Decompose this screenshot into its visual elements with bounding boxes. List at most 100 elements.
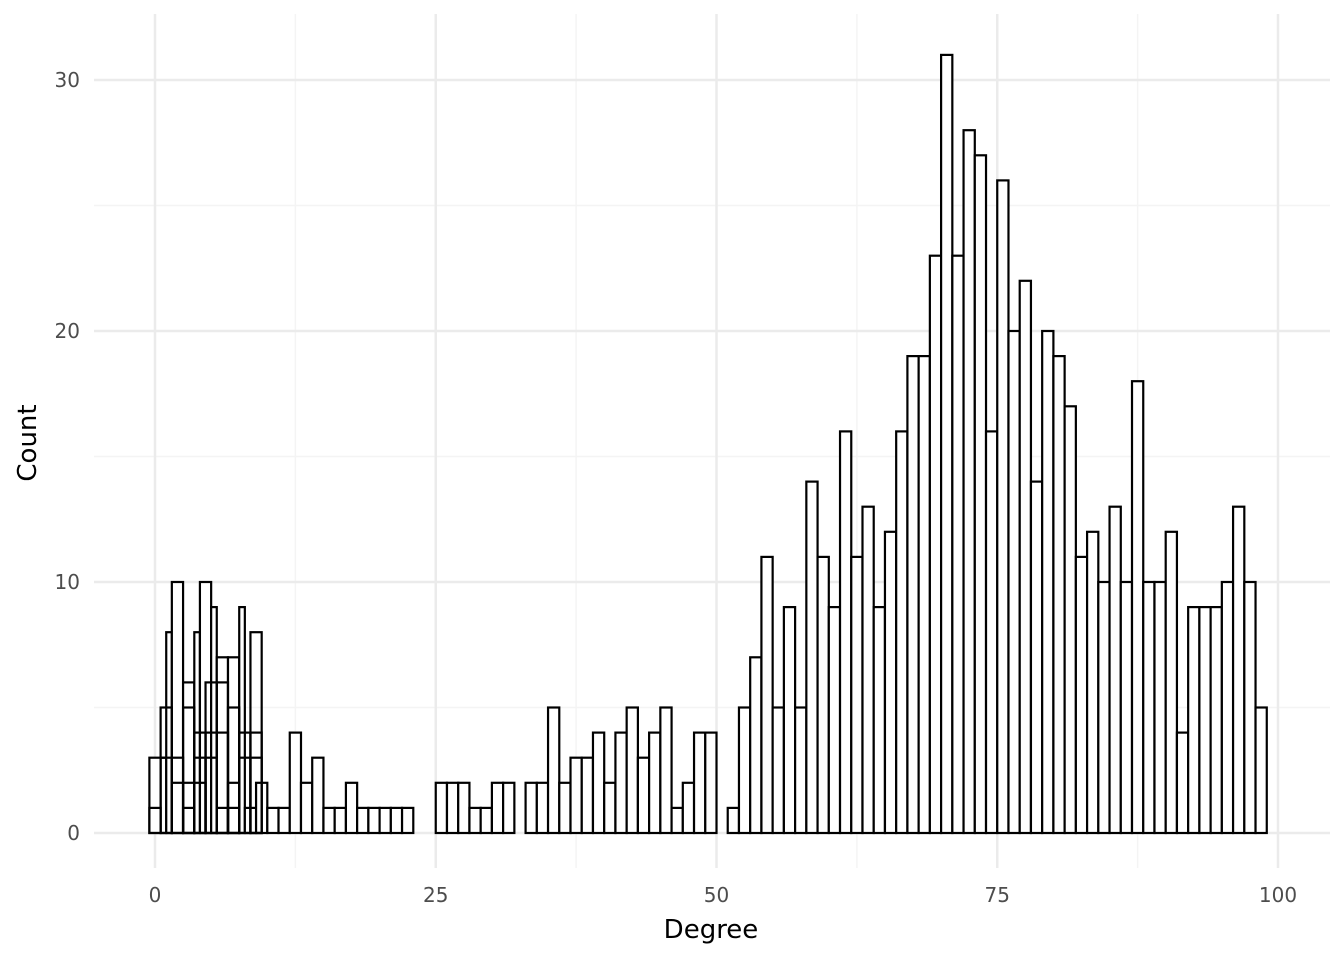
histogram-bar — [850, 555, 864, 835]
y-axis-tick-labels: 0 10 20 30 — [55, 68, 80, 845]
x-axis-title: Degree — [664, 915, 759, 945]
histogram-bar — [614, 731, 628, 835]
histogram-bar — [1097, 580, 1111, 835]
histogram-bar — [737, 706, 752, 835]
histogram-bar — [1175, 731, 1190, 835]
x-tick-label: 25 — [423, 883, 448, 907]
histogram-bar — [928, 254, 943, 835]
histogram-bar — [704, 731, 718, 835]
histogram-bar — [883, 530, 898, 835]
histogram-bar — [569, 756, 583, 835]
x-tick-label: 50 — [704, 883, 729, 907]
histogram-bar — [1142, 580, 1156, 835]
histogram-bar — [558, 781, 572, 835]
x-tick-label: 100 — [1259, 883, 1297, 907]
histogram-bar — [1209, 605, 1223, 835]
histogram-bar — [226, 656, 241, 835]
y-tick-label: 0 — [67, 821, 80, 845]
histogram-bar — [591, 731, 606, 835]
histogram-bar — [170, 580, 185, 835]
y-axis-title: Count — [13, 404, 43, 481]
histogram-bar — [1108, 505, 1122, 835]
histogram-bar — [580, 756, 595, 835]
overlay-bar — [249, 631, 263, 835]
histogram-bar — [389, 806, 404, 835]
histogram-bar — [1074, 555, 1089, 835]
histogram-bar — [299, 781, 314, 835]
histogram-bar — [692, 731, 707, 835]
histogram-bar — [681, 781, 696, 835]
histogram-bar — [322, 806, 336, 835]
histogram-bar — [524, 781, 538, 835]
histogram-bar — [973, 154, 988, 835]
histogram-bar — [771, 706, 785, 835]
histogram-bar — [1063, 405, 1077, 835]
histogram-bar — [962, 129, 976, 835]
histogram-bar — [502, 781, 516, 835]
histogram-bar — [1254, 706, 1268, 835]
histogram-bar — [266, 806, 280, 835]
histogram-bar — [906, 355, 920, 835]
x-tick-label: 75 — [985, 883, 1010, 907]
histogram-bar — [1231, 505, 1246, 835]
histogram-bar — [816, 555, 830, 835]
histogram-bar — [181, 681, 196, 835]
y-tick-label: 30 — [55, 68, 80, 92]
histogram-bar — [1007, 329, 1021, 835]
histogram-bar — [1085, 530, 1100, 835]
histogram-bar — [625, 706, 639, 835]
histogram-bar — [1220, 580, 1235, 835]
histogram-bar — [648, 731, 662, 835]
histogram-bar — [1198, 605, 1212, 835]
histogram-bar — [726, 806, 741, 835]
histogram-bar — [400, 806, 415, 835]
histogram-bar — [434, 781, 449, 835]
histogram-bar — [490, 781, 505, 835]
histogram-bar — [1052, 355, 1066, 835]
histogram-bar — [794, 706, 808, 835]
histogram-bar — [468, 806, 482, 835]
x-tick-label: 0 — [149, 883, 162, 907]
y-tick-label: 10 — [55, 570, 80, 594]
histogram-bar — [861, 505, 875, 835]
x-axis-tick-labels: 0 25 50 75 100 — [149, 883, 1297, 907]
overlay-bars — [148, 631, 263, 835]
histogram-bar — [1119, 580, 1134, 835]
histogram-bar — [546, 706, 561, 835]
histogram-bar — [457, 781, 471, 835]
histogram-bar — [1018, 279, 1033, 835]
histogram-bars — [148, 53, 1268, 835]
histogram-bar — [636, 756, 651, 835]
histogram-bar — [148, 756, 168, 835]
histogram-bar — [1029, 480, 1044, 835]
histogram-bar — [749, 656, 763, 835]
histogram-bar — [333, 806, 348, 835]
histogram-bar — [356, 806, 370, 835]
histogram-bar — [1130, 380, 1145, 835]
histogram-bar — [535, 781, 550, 835]
histogram-bar — [984, 430, 999, 835]
histogram-bar — [603, 781, 617, 835]
histogram-bar — [1164, 530, 1179, 835]
histogram-bar — [872, 605, 887, 835]
histogram-bar — [288, 731, 303, 835]
histogram-bar — [951, 254, 965, 835]
histogram-bar — [445, 781, 460, 835]
histogram-bar — [782, 605, 797, 835]
histogram-bar — [1243, 580, 1257, 835]
histogram-bar — [367, 806, 381, 835]
histogram-bar — [917, 355, 931, 835]
histogram-bar — [670, 806, 684, 835]
histogram-bar — [1041, 329, 1055, 835]
histogram-bar — [1153, 580, 1167, 835]
histogram-bar — [311, 756, 325, 835]
histogram-bar — [827, 605, 842, 835]
histogram-bar — [378, 806, 392, 835]
histogram-bar — [805, 480, 819, 835]
histogram-bar — [996, 179, 1010, 835]
histogram-bar — [760, 555, 774, 835]
histogram-bar — [277, 806, 291, 835]
minor-gridlines — [94, 14, 1330, 868]
histogram-bar — [1187, 605, 1201, 835]
